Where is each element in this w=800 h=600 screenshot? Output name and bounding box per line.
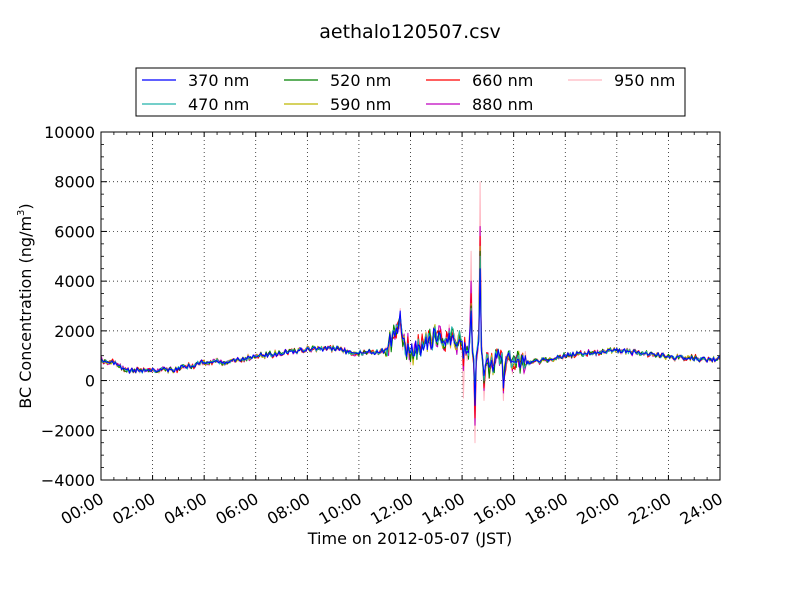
legend-label: 520 nm [330,71,391,90]
series-layer [100,181,721,444]
y-axis-label-superscript: 3 [16,210,27,216]
y-tick-label: −2000 [41,421,95,440]
chart-title: aethalo120507.csv [319,21,501,43]
y-tick-labels: −4000 −2000 0 2000 4000 6000 8000 10000 [41,123,95,490]
legend-box [135,67,686,117]
legend-label: 660 nm [472,71,533,90]
y-tick-label: −4000 [41,471,95,490]
y-tick-label: 0 [85,372,95,391]
y-tick-label: 2000 [54,322,95,341]
y-axis-label-main: BC Concentration (ng/m [16,216,35,409]
x-axis-label: Time on 2012-05-07 (JST) [307,529,512,548]
y-tick-label: 4000 [54,272,95,291]
y-tick-label: 6000 [54,222,95,241]
legend-label: 470 nm [188,95,249,114]
ticks [100,131,721,481]
y-tick-label: 8000 [54,173,95,192]
y-axis-label-close: ) [16,203,35,209]
series-line [100,268,721,406]
y-axis-label: BC Concentration (ng/m3) [16,203,35,408]
y-tick-label: 10000 [44,123,95,142]
legend-label: 370 nm [188,71,249,90]
legend-label: 880 nm [472,95,533,114]
legend: 370 nm 470 nm 520 nm 590 nm 660 nm 880 nm 950 … [135,67,686,117]
legend-label: 590 nm [330,95,391,114]
legend-label: 950 nm [614,71,675,90]
